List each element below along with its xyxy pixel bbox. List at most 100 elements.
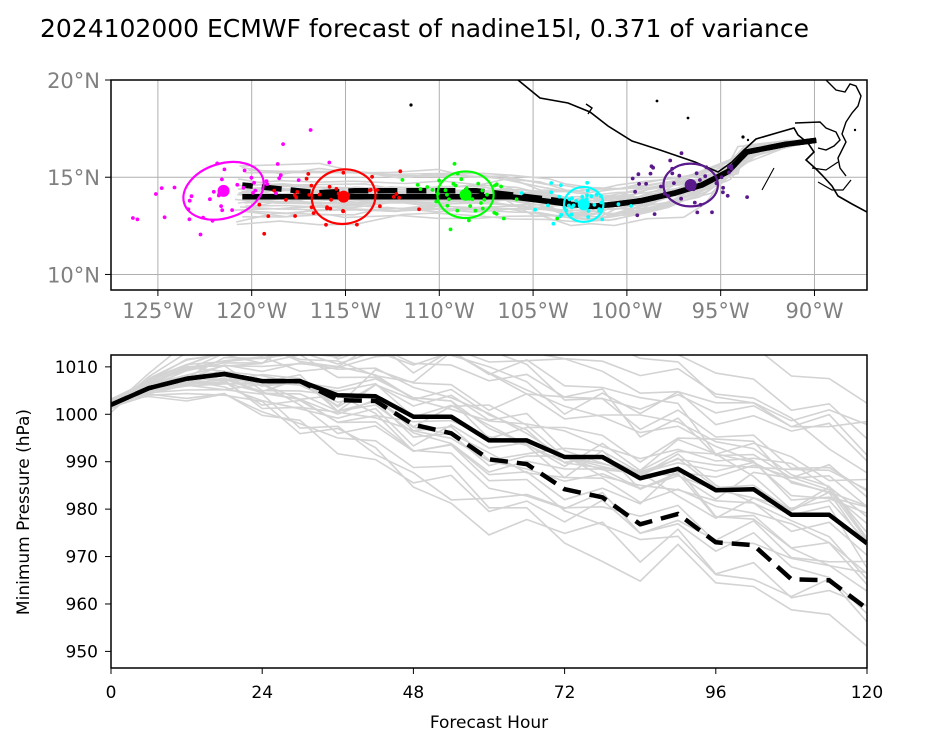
member-position-dot bbox=[468, 204, 473, 208]
ensemble-pressure-line bbox=[111, 355, 867, 492]
member-position-dot bbox=[329, 197, 333, 202]
member-position-dot bbox=[417, 207, 421, 212]
coastline bbox=[409, 80, 867, 213]
pressure-frame bbox=[110, 354, 868, 669]
ensemble-pressure-line bbox=[111, 370, 867, 508]
member-position-dot bbox=[341, 209, 345, 213]
member-position-dot bbox=[159, 186, 164, 191]
member-position-dot bbox=[448, 227, 453, 232]
member-position-dot bbox=[494, 212, 499, 216]
member-position-dot bbox=[501, 216, 506, 221]
member-position-dot bbox=[334, 187, 339, 191]
cluster-ellipse bbox=[436, 170, 495, 220]
map-y-ticks: 10°N 15°N 20°N bbox=[47, 69, 111, 287]
member-position-dot bbox=[679, 151, 684, 156]
member-position-dot bbox=[459, 177, 464, 182]
member-position-dot bbox=[394, 192, 399, 196]
member-position-dot bbox=[295, 190, 300, 194]
member-position-dot bbox=[451, 181, 456, 186]
member-position-dot bbox=[594, 192, 599, 197]
track-map-panel: 125°W 120°W 115°W 110°W 105°W 100°W 95°W 90°W 1… bbox=[47, 69, 868, 323]
map-y-tick-label: 15°N bbox=[47, 166, 100, 190]
map-y-tick-label: 20°N bbox=[47, 69, 100, 93]
ensemble-pressure-line bbox=[111, 355, 867, 482]
member-position-dot bbox=[597, 207, 602, 212]
member-position-dot bbox=[187, 217, 192, 222]
map-x-ticks: 125°W 120°W 115°W 110°W 105°W 100°W 95°W 90°W bbox=[122, 290, 844, 323]
member-position-dot bbox=[425, 185, 430, 189]
member-position-dot bbox=[418, 187, 423, 192]
member-position-dot bbox=[230, 208, 235, 213]
member-position-dot bbox=[586, 209, 591, 213]
member-position-dot bbox=[275, 162, 280, 166]
member-position-dot bbox=[635, 213, 640, 218]
member-position-dot bbox=[443, 188, 448, 193]
pressure-y-tick-label: 1010 bbox=[55, 358, 98, 378]
member-position-dot bbox=[719, 175, 724, 180]
pressure-series bbox=[111, 371, 867, 611]
member-position-dot bbox=[370, 174, 374, 179]
member-position-dot bbox=[549, 181, 554, 185]
member-position-dot bbox=[630, 176, 635, 181]
member-position-dot bbox=[467, 218, 471, 223]
member-position-dot bbox=[555, 216, 560, 221]
member-position-dot bbox=[306, 172, 311, 176]
member-position-dot bbox=[135, 217, 140, 222]
member-position-dot bbox=[368, 187, 373, 192]
member-position-dot bbox=[327, 160, 332, 165]
ensemble-pressure-line bbox=[111, 355, 867, 462]
map-x-tick-label: 120°W bbox=[216, 299, 288, 323]
member-position-dot bbox=[694, 171, 699, 176]
ensemble-pressure-line bbox=[111, 374, 867, 515]
member-position-dot bbox=[264, 179, 269, 184]
ensemble-pressure-line bbox=[111, 364, 867, 491]
member-position-dot bbox=[644, 181, 648, 186]
member-position-dot bbox=[519, 191, 524, 195]
member-position-dot bbox=[476, 181, 481, 186]
member-position-dot bbox=[437, 178, 441, 183]
cluster-ellipse bbox=[662, 162, 719, 208]
map-x-tick-label: 100°W bbox=[591, 299, 663, 323]
y-axis-label: Minimum Pressure (hPa) bbox=[14, 409, 34, 615]
member-position-dot bbox=[494, 182, 499, 187]
map-x-tick-label: 90°W bbox=[785, 299, 843, 323]
pressure-x-tick-label: 120 bbox=[851, 683, 883, 703]
ensemble-pressure-line bbox=[111, 355, 867, 456]
member-position-dot bbox=[585, 180, 590, 185]
ensemble-pressure-line bbox=[111, 377, 867, 569]
member-position-dot bbox=[189, 194, 194, 199]
member-position-dot bbox=[725, 193, 730, 198]
pressure-x-ticks: 0 24 48 72 96 120 bbox=[106, 668, 883, 703]
member-position-dot bbox=[692, 200, 697, 205]
solid-pressure-line bbox=[111, 371, 867, 546]
ensemble-track bbox=[236, 139, 817, 226]
member-position-dot bbox=[586, 215, 591, 219]
member-position-dot bbox=[574, 199, 579, 203]
member-position-dot bbox=[559, 212, 564, 217]
member-position-dot bbox=[327, 184, 332, 189]
cluster-ellipse bbox=[310, 168, 377, 226]
cluster-ellipse bbox=[182, 160, 265, 221]
member-position-dot bbox=[729, 164, 734, 169]
map-y-tick-label: 10°N bbox=[47, 263, 100, 287]
member-position-dot bbox=[154, 192, 158, 196]
cluster-mean-marker bbox=[684, 179, 697, 191]
member-position-dot bbox=[262, 231, 267, 236]
member-position-dot bbox=[721, 185, 725, 190]
member-position-dot bbox=[445, 203, 450, 208]
pressure-x-tick-label: 24 bbox=[251, 683, 273, 703]
member-position-dot bbox=[211, 189, 216, 194]
member-position-dot bbox=[235, 182, 240, 187]
ensemble-pressure-line bbox=[111, 378, 867, 543]
member-position-dot bbox=[567, 203, 571, 208]
member-position-dot bbox=[307, 193, 312, 197]
member-position-dot bbox=[546, 203, 550, 208]
ensemble-pressure-line bbox=[111, 382, 867, 556]
member-position-dot bbox=[580, 194, 585, 199]
member-position-dot bbox=[324, 222, 328, 227]
member-position-dot bbox=[549, 190, 554, 195]
member-position-dot bbox=[670, 171, 675, 176]
member-position-dot bbox=[397, 195, 401, 200]
member-position-dot bbox=[317, 192, 322, 197]
member-position-dot bbox=[592, 202, 597, 207]
